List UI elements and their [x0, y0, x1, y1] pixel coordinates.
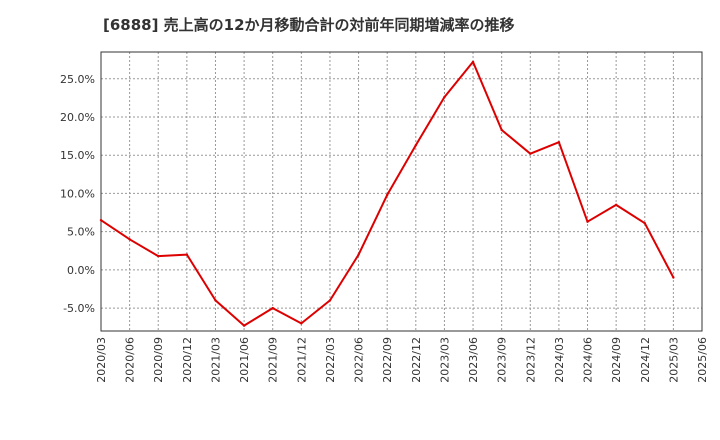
- y-tick-label: 20.0%: [60, 111, 95, 124]
- x-tick-label: 2024/03: [553, 337, 566, 383]
- x-tick-label: 2021/09: [267, 337, 280, 383]
- x-tick-label: 2021/12: [295, 337, 308, 383]
- data-point: [157, 254, 160, 258]
- grid-lines: [100, 52, 703, 331]
- y-tick-label: 10.0%: [60, 187, 95, 200]
- x-tick-label: 2021/03: [209, 337, 222, 383]
- x-tick-label: 2023/03: [438, 337, 451, 383]
- data-point: [300, 322, 303, 325]
- chart-title: [6888] 売上高の12か月移動合計の対前年同期増減率の推移: [103, 16, 515, 34]
- y-tick-label: 0.0%: [67, 264, 95, 277]
- data-point: [471, 60, 475, 64]
- data-point: [271, 306, 274, 310]
- x-tick-label: 2020/06: [124, 337, 137, 383]
- x-tick-label: 2024/09: [610, 337, 623, 383]
- data-point: [357, 253, 360, 256]
- data-point: [414, 144, 418, 147]
- series-layer: [99, 60, 675, 327]
- y-tick-label: 15.0%: [60, 149, 95, 162]
- y-axis-tick-labels: -5.0% 0.0% 5.0% 10.0% 15.0% 20.0% 25.0%: [60, 73, 95, 315]
- x-tick-label: 2020/03: [95, 337, 108, 383]
- data-point: [242, 324, 246, 327]
- x-tick-label: 2021/06: [238, 337, 251, 383]
- data-point: [557, 140, 561, 144]
- data-point: [128, 238, 131, 241]
- data-point: [443, 95, 446, 99]
- x-tick-label: 2022/06: [353, 337, 366, 383]
- data-point: [500, 128, 503, 132]
- x-tick-label: 2022/12: [410, 337, 423, 383]
- x-tick-label: 2022/09: [381, 337, 394, 383]
- x-tick-label: 2023/06: [467, 337, 480, 383]
- y-tick-label: 5.0%: [67, 226, 95, 239]
- x-tick-label: 2024/12: [639, 337, 652, 383]
- data-point: [385, 193, 389, 197]
- data-point: [672, 276, 675, 279]
- data-point: [529, 152, 532, 155]
- x-tick-label: 2025/03: [667, 337, 680, 383]
- data-point: [99, 218, 103, 222]
- data-point: [643, 222, 646, 225]
- x-tick-label: 2023/12: [524, 337, 537, 383]
- data-point: [185, 253, 189, 256]
- y-tick-label: 25.0%: [60, 73, 95, 86]
- data-point: [614, 203, 618, 207]
- x-tick-label: 2024/06: [582, 337, 595, 383]
- x-tick-label: 2023/09: [496, 337, 509, 383]
- x-tick-label: 2020/09: [152, 337, 165, 383]
- plot-area-frame: [100, 51, 703, 332]
- data-point: [586, 220, 589, 223]
- x-tick-label: 2025/06: [696, 337, 709, 383]
- data-point: [214, 299, 217, 302]
- x-tick-label: 2020/12: [181, 337, 194, 383]
- data-point: [328, 299, 332, 302]
- x-axis-tick-labels: 2020/03 2020/06 2020/09 2020/12 2021/03 2021/…: [95, 337, 709, 383]
- x-tick-label: 2022/03: [324, 337, 337, 383]
- y-tick-label: -5.0%: [63, 302, 95, 315]
